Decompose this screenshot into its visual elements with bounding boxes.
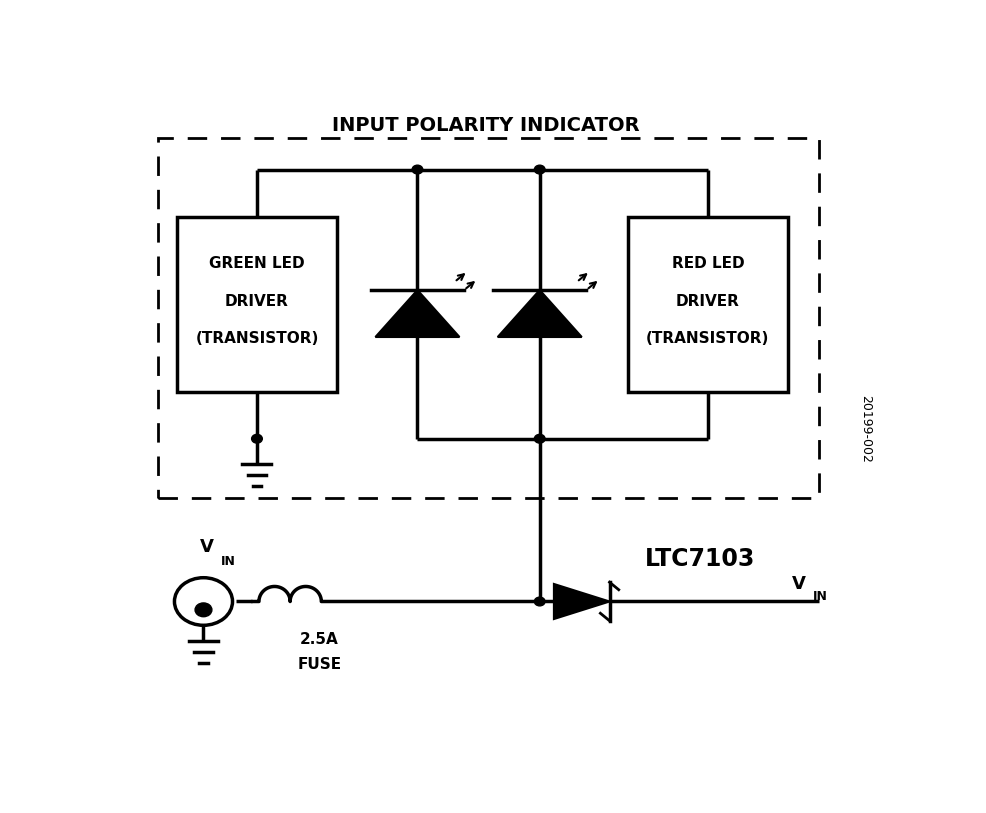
Text: IN: IN xyxy=(813,590,828,603)
Text: (TRANSISTOR): (TRANSISTOR) xyxy=(646,331,769,346)
Circle shape xyxy=(534,597,545,606)
Circle shape xyxy=(412,165,423,174)
Text: INPUT POLARITY INDICATOR: INPUT POLARITY INDICATOR xyxy=(332,116,640,135)
FancyBboxPatch shape xyxy=(158,138,818,498)
Text: IN: IN xyxy=(221,555,236,568)
Circle shape xyxy=(534,165,545,174)
Text: DRIVER: DRIVER xyxy=(225,293,289,308)
FancyBboxPatch shape xyxy=(176,216,337,392)
Polygon shape xyxy=(554,584,609,619)
Text: FUSE: FUSE xyxy=(297,657,341,672)
Circle shape xyxy=(251,434,262,443)
Polygon shape xyxy=(376,290,459,337)
Circle shape xyxy=(195,603,212,617)
FancyBboxPatch shape xyxy=(627,216,788,392)
Circle shape xyxy=(534,434,545,443)
Text: V: V xyxy=(792,575,806,593)
Circle shape xyxy=(175,578,233,625)
Text: LTC7103: LTC7103 xyxy=(645,547,755,571)
Text: GREEN LED: GREEN LED xyxy=(209,256,305,271)
Text: V: V xyxy=(199,537,214,556)
Text: DRIVER: DRIVER xyxy=(675,293,740,308)
Text: RED LED: RED LED xyxy=(671,256,744,271)
Polygon shape xyxy=(498,290,582,337)
Text: (TRANSISTOR): (TRANSISTOR) xyxy=(195,331,318,346)
Text: 2.5A: 2.5A xyxy=(300,632,338,646)
Text: 20199-002: 20199-002 xyxy=(860,395,873,463)
